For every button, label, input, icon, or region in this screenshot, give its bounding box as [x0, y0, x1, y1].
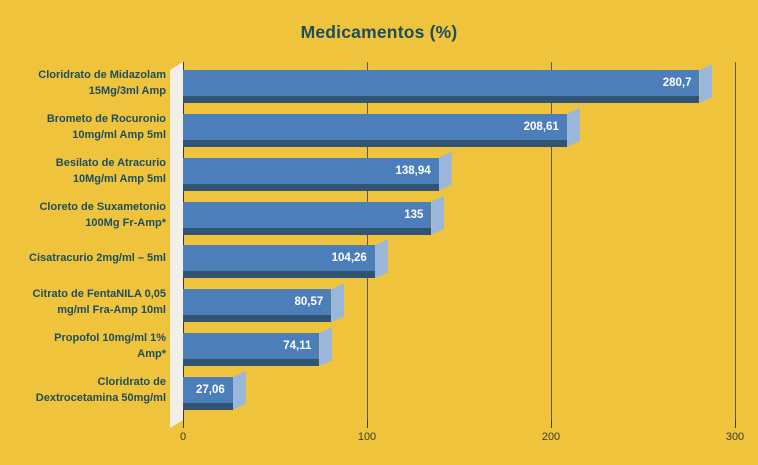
bar-side-face: [374, 239, 388, 279]
bar-front-face: 74,11: [183, 333, 320, 360]
bar: 74,11: [183, 327, 333, 367]
bar: 27,06: [183, 370, 246, 410]
bar-side-face: [566, 107, 580, 147]
bar-value-label: 80,57: [294, 296, 324, 309]
bar: 138,94: [183, 151, 452, 191]
x-axis-tick-200: [551, 420, 552, 428]
category-label: Cloridrato de Dextrocetamina 50mg/ml: [35, 375, 166, 404]
chart-title: Medicamentos (%): [300, 22, 458, 42]
bar-bottom-face: [183, 183, 439, 191]
bar-front-face: 138,94: [183, 157, 439, 184]
bar-value-label: 104,26: [331, 252, 367, 265]
bar-bottom-face: [183, 359, 320, 367]
bar-side-face: [699, 64, 713, 103]
bar-side-face: [431, 195, 445, 235]
bar-value-label: 27,06: [196, 383, 225, 396]
bar-bottom-face: [183, 315, 332, 323]
bar-front-face: 27,06: [183, 376, 233, 403]
x-axis-tick-0: [183, 420, 184, 428]
bar: 104,26: [183, 239, 388, 279]
bar-side-face: [232, 370, 246, 410]
bar-bottom-face: [183, 139, 567, 147]
x-axis-tick-label: 200: [541, 431, 561, 443]
bar-front-face: 280,7: [183, 70, 700, 96]
x-axis-tick-100: [367, 420, 368, 428]
bar-front-face: 104,26: [183, 245, 375, 272]
category-label: Brometo de Rocuronio 10mg/ml Amp 5ml: [46, 112, 166, 141]
gridline-100: [367, 62, 368, 428]
bar-side-face: [319, 327, 333, 367]
bar-value-label: 208,61: [523, 120, 559, 133]
bar: 280,7: [183, 64, 713, 103]
y-axis-wall: [170, 62, 183, 428]
x-axis-tick-label: 300: [725, 431, 745, 443]
bar-value-label: 135: [404, 208, 424, 221]
category-label: Citrato de FentaNILA 0,05 mg/ml Fra-Amp …: [32, 288, 166, 317]
bar-front-face: 208,61: [183, 113, 567, 140]
bar: 135: [183, 195, 445, 235]
gridline-300: [735, 62, 736, 428]
x-axis-tick-300: [735, 420, 736, 428]
category-label: Cisatracurio 2mg/ml – 5ml: [29, 252, 166, 265]
bar-bottom-face: [183, 402, 233, 410]
bar: 80,57: [183, 283, 345, 323]
category-label: Cloreto de Suxametonio 100Mg Fr-Amp*: [39, 200, 166, 229]
category-label: Besilato de Atracurio 10Mg/ml Amp 5ml: [55, 156, 166, 185]
bar-bottom-face: [183, 271, 375, 279]
bar-value-label: 280,7: [662, 77, 692, 89]
bar-front-face: 135: [183, 201, 432, 228]
bar-bottom-face: [183, 96, 700, 103]
gridline-200: [551, 62, 552, 428]
bar-side-face: [438, 151, 452, 191]
x-axis-tick-label: 100: [357, 431, 377, 443]
y-axis-line: [183, 62, 184, 420]
bar-front-face: 80,57: [183, 289, 332, 316]
category-label: Cloridrato de Midazolam 15Mg/3ml Amp: [38, 69, 166, 97]
bar-value-label: 138,94: [395, 164, 431, 177]
x-axis-tick-label: 0: [179, 431, 187, 443]
bar-side-face: [331, 283, 345, 323]
bar-value-label: 74,11: [283, 340, 312, 353]
bar-bottom-face: [183, 227, 432, 235]
category-label: Propofol 10mg/ml 1% Amp*: [54, 332, 166, 361]
bar: 208,61: [183, 107, 580, 147]
